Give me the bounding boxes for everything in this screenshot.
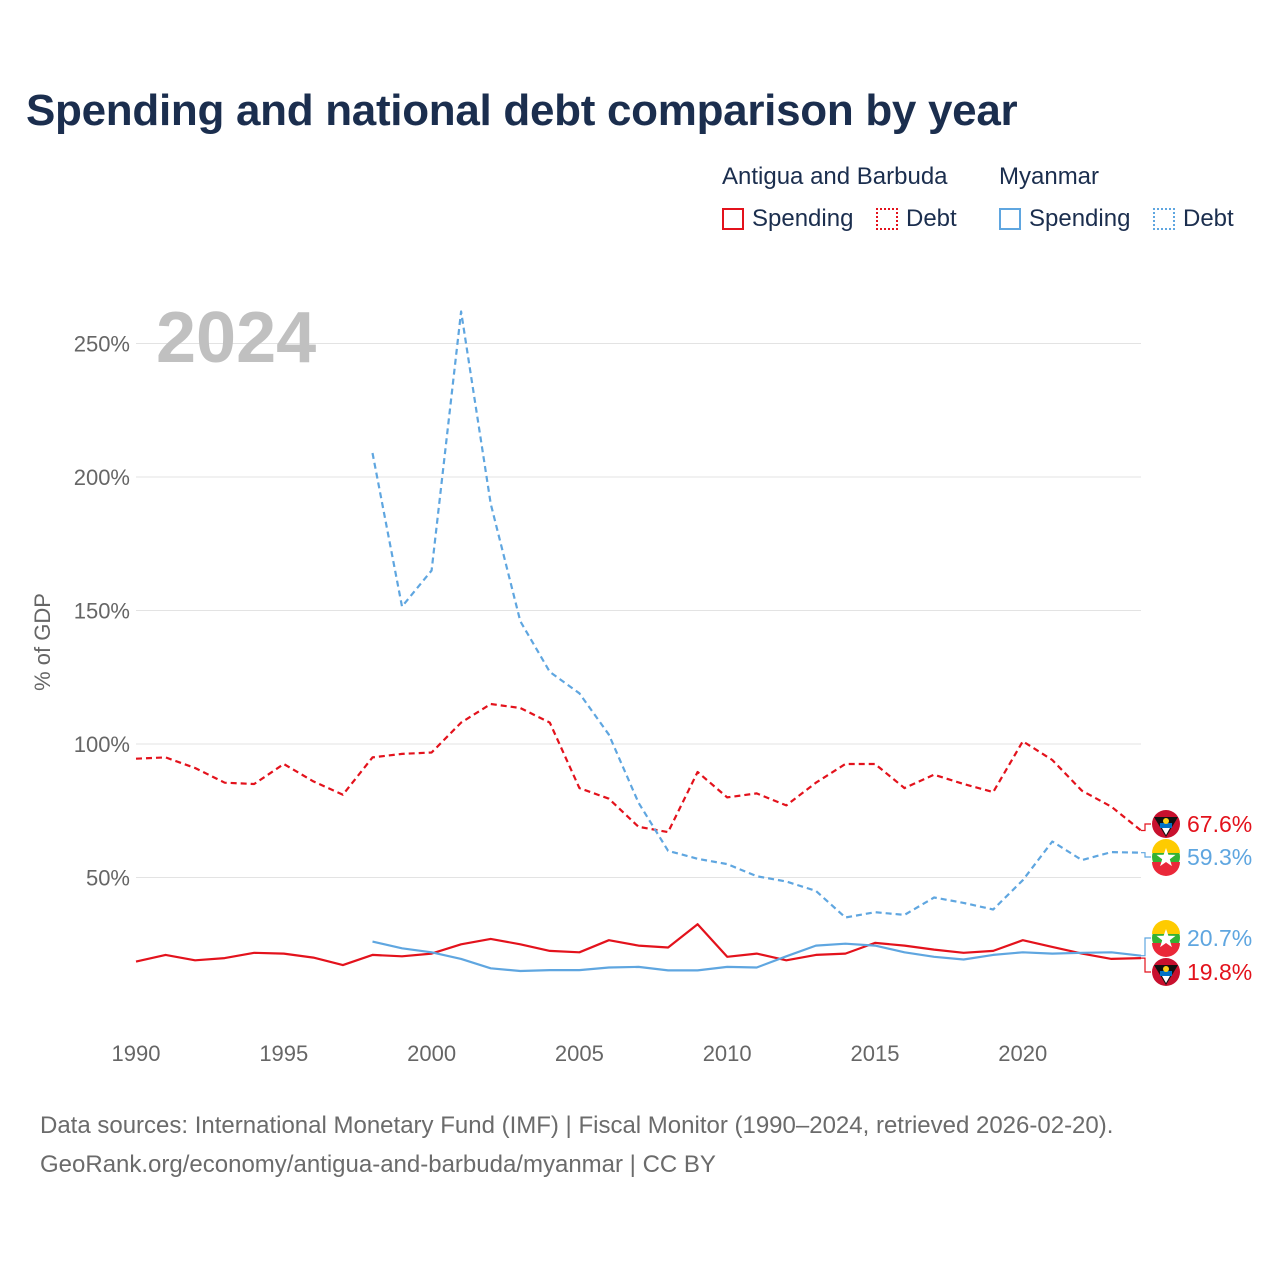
legend-swatch-blue-dotted	[1153, 208, 1175, 230]
end-connector	[1141, 823, 1151, 832]
end-value-label: 59.3%	[1187, 844, 1252, 870]
y-tick-label: 50%	[86, 866, 130, 891]
legend-antigua-spending[interactable]: Spending	[722, 205, 853, 233]
flag-band	[1160, 823, 1172, 828]
x-tick-label: 2000	[407, 1041, 456, 1066]
legend-group-myanmar: Myanmar	[999, 163, 1100, 190]
y-tick-label: 200%	[74, 465, 130, 490]
end-connector	[1141, 852, 1151, 858]
x-tick-label: 1990	[112, 1041, 161, 1066]
flag-red	[1152, 943, 1180, 957]
legend-myanmar-spending[interactable]: Spending	[999, 205, 1130, 233]
end-markers: 67.6% 59.3% 19.8% 20.7%	[1141, 810, 1252, 986]
end-value-label: 67.6%	[1187, 811, 1252, 837]
x-tick-label: 2020	[998, 1041, 1047, 1066]
end-connector	[1141, 937, 1151, 957]
flag-sun	[1163, 818, 1169, 824]
end-value-label: 20.7%	[1187, 925, 1252, 951]
end-connector	[1141, 957, 1151, 973]
legend-group-antigua: Antigua and Barbuda	[722, 163, 948, 190]
legend-label-debt: Debt	[1183, 205, 1234, 232]
legend-swatch-red-solid	[722, 208, 744, 230]
source-line-2: GeoRank.org/economy/antigua-and-barbuda/…	[40, 1151, 716, 1178]
x-tick-label: 2005	[555, 1041, 604, 1066]
gridlines	[136, 343, 1141, 878]
flag-yellow	[1152, 920, 1180, 934]
series-lines	[135, 310, 1142, 973]
end-value-label: 19.8%	[1187, 959, 1252, 985]
legend-antigua-debt[interactable]: Debt	[876, 205, 957, 233]
chart-title: Spending and national debt comparison by…	[26, 86, 1018, 135]
antigua-and-barbuda-spending-line	[135, 923, 1142, 967]
legend-swatch-red-dotted	[876, 208, 898, 230]
flag-star	[1156, 848, 1176, 867]
source-line-1: Data sources: International Monetary Fun…	[40, 1112, 1114, 1139]
flag-sun	[1163, 966, 1169, 972]
legend-swatch-blue-solid	[999, 208, 1021, 230]
antigua-and-barbuda-debt-line	[135, 702, 1142, 834]
x-tick-label: 2010	[703, 1041, 752, 1066]
source-note: Data sources: International Monetary Fun…	[40, 1106, 1113, 1184]
flag-yellow	[1152, 839, 1180, 853]
year-watermark: 2024	[156, 298, 316, 378]
flag-white	[1162, 828, 1170, 835]
y-axis-label: % of GDP	[30, 593, 55, 691]
flag-red	[1152, 862, 1180, 876]
y-axis-ticks: 50% 100% 150% 200% 250%	[74, 332, 130, 891]
legend-myanmar-debt[interactable]: Debt	[1153, 205, 1234, 233]
x-axis-ticks: 1990 1995 2000 2005 2010 2015 2020	[112, 1041, 1048, 1066]
flag-star	[1156, 929, 1176, 948]
y-tick-label: 250%	[74, 332, 130, 357]
myanmar-debt-line	[371, 310, 1142, 919]
x-tick-label: 1995	[259, 1041, 308, 1066]
y-tick-label: 150%	[74, 599, 130, 624]
myanmar-spending-line	[372, 940, 1142, 973]
legend-label-debt: Debt	[906, 205, 957, 232]
flag-white	[1162, 976, 1170, 983]
legend-label-spending: Spending	[1029, 205, 1131, 232]
legend-label-spending: Spending	[752, 205, 854, 232]
flag-band	[1160, 971, 1172, 976]
x-tick-label: 2015	[850, 1041, 899, 1066]
y-tick-label: 100%	[74, 732, 130, 757]
